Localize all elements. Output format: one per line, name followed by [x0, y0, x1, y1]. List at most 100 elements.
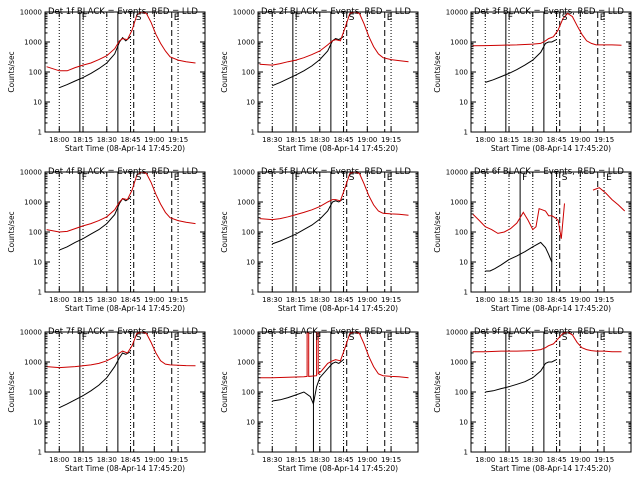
y-tick-label: 10 [33, 99, 42, 107]
x-axis-label: Start Time (08-Apr-14 17:45:20) [278, 144, 398, 153]
events-series-line [485, 241, 553, 272]
x-tick-label: 18:45 [120, 456, 140, 464]
x-tick-label: 19:00 [570, 296, 590, 304]
interval-marker-E: E [600, 13, 606, 23]
plot-frame [257, 171, 419, 293]
y-tick-label: 10000 [233, 9, 255, 17]
x-tick-label: 19:00 [570, 456, 590, 464]
x-tick-label: 18:15 [286, 136, 306, 144]
y-tick-label: 10 [33, 259, 42, 267]
x-tick-label: 18:00 [475, 136, 495, 144]
x-tick-label: 19:15 [381, 136, 401, 144]
lld-series-line [472, 203, 565, 239]
plot-frame [44, 171, 206, 293]
x-axis-label: Start Time (08-Apr-14 17:45:20) [491, 464, 611, 473]
x-tick-label: 18:45 [120, 136, 140, 144]
events-series-line [59, 197, 131, 251]
interval-marker-E: E [600, 333, 606, 343]
x-tick-label: 18:30 [262, 296, 282, 304]
x-tick-label: 19:15 [381, 296, 401, 304]
x-tick-label: 19:00 [144, 296, 164, 304]
x-tick-label: 18:30 [523, 136, 543, 144]
x-tick-label: 19:00 [144, 136, 164, 144]
y-tick-label: 100 [242, 69, 255, 77]
x-tick-label: 19:15 [594, 296, 614, 304]
y-tick-label: 100 [455, 69, 468, 77]
x-tick-label: 18:45 [333, 296, 353, 304]
y-tick-label: 10000 [446, 329, 468, 337]
interval-marker-F: F [508, 333, 513, 343]
y-tick-label: 1 [38, 129, 42, 137]
plot-frame [257, 11, 419, 133]
x-tick-label: 18:45 [546, 136, 566, 144]
lld-series-line [259, 12, 409, 66]
y-tick-label: 10 [459, 419, 468, 427]
x-tick-label: 19:00 [144, 456, 164, 464]
x-tick-label: 19:00 [570, 136, 590, 144]
x-tick-label: 18:45 [333, 456, 353, 464]
x-tick-label: 18:30 [97, 136, 117, 144]
interval-marker-S: S [349, 13, 355, 23]
y-tick-label: 1 [251, 449, 255, 457]
x-tick-label: 18:15 [73, 136, 93, 144]
y-axis-label: Counts/sec [220, 211, 229, 252]
y-tick-label: 1000 [450, 39, 468, 47]
x-tick-label: 19:15 [594, 456, 614, 464]
x-tick-label: 18:15 [286, 296, 306, 304]
interval-marker-S: S [562, 13, 568, 23]
interval-marker-F: F [295, 173, 300, 183]
plot-frame [44, 11, 206, 133]
y-axis-label: Counts/sec [433, 211, 442, 252]
x-axis-label: Start Time (08-Apr-14 17:45:20) [491, 144, 611, 153]
events-series-line [272, 198, 344, 245]
y-tick-label: 1000 [24, 39, 42, 47]
y-tick-label: 100 [455, 229, 468, 237]
y-axis-label: Counts/sec [7, 51, 16, 92]
x-tick-label: 18:15 [286, 456, 306, 464]
x-tick-label: 18:45 [333, 136, 353, 144]
x-tick-label: 18:30 [523, 456, 543, 464]
interval-marker-E: E [174, 173, 180, 183]
interval-marker-S: S [136, 13, 142, 23]
interval-marker-F: F [82, 13, 87, 23]
interval-marker-E: E [174, 333, 180, 343]
x-tick-label: 18:00 [475, 296, 495, 304]
interval-marker-S: S [562, 173, 568, 183]
y-tick-label: 1000 [237, 359, 255, 367]
interval-marker-S: S [349, 173, 355, 183]
plot-frame [44, 331, 206, 453]
lld-series-line [259, 332, 409, 379]
lld-series-line [472, 12, 622, 47]
y-tick-label: 10000 [20, 9, 42, 17]
plot-frame [470, 11, 632, 133]
y-tick-label: 100 [242, 229, 255, 237]
events-series-line [272, 359, 344, 406]
y-tick-label: 10 [33, 419, 42, 427]
lld-series-line [46, 12, 196, 72]
x-tick-label: 18:00 [475, 456, 495, 464]
events-series-line [59, 351, 131, 409]
y-tick-label: 10 [246, 419, 255, 427]
y-tick-label: 100 [29, 69, 42, 77]
y-tick-label: 1000 [237, 39, 255, 47]
y-tick-label: 1 [464, 129, 468, 137]
lld-series-line [46, 172, 196, 233]
events-series-line [485, 359, 557, 393]
lld-series-line [592, 187, 626, 212]
interval-marker-E: E [606, 173, 612, 183]
x-axis-label: Start Time (08-Apr-14 17:45:20) [65, 144, 185, 153]
y-tick-label: 10000 [446, 169, 468, 177]
interval-marker-F: F [522, 173, 527, 183]
y-tick-label: 1000 [450, 199, 468, 207]
x-tick-label: 19:00 [357, 296, 377, 304]
interval-marker-E: E [387, 173, 393, 183]
x-tick-label: 18:15 [499, 136, 519, 144]
y-tick-label: 100 [242, 389, 255, 397]
interval-marker-F: F [508, 13, 513, 23]
lld-series-line [46, 332, 196, 369]
